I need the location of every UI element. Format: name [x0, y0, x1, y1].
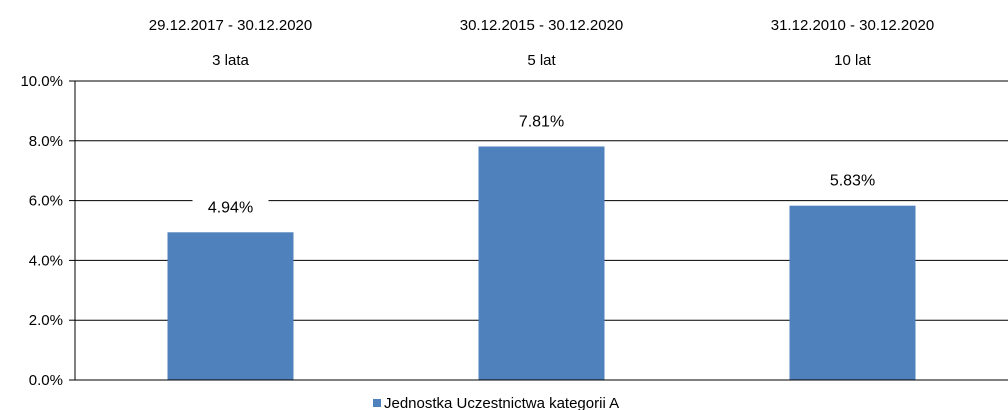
category-range-label: 30.12.2015 - 30.12.2020	[460, 17, 623, 34]
y-tick-label: 0.0%	[29, 372, 63, 389]
axes	[69, 80, 1008, 381]
legend: Jednostka Uczestnictwa kategorii A	[373, 395, 619, 410]
y-tick-labels: 0.0% 2.0% 4.0% 6.0% 8.0% 10.0%	[20, 73, 63, 389]
data-label-background	[503, 109, 580, 132]
bar	[167, 232, 294, 380]
category-range-label: 31.12.2010 - 30.12.2020	[771, 17, 934, 34]
bar	[478, 146, 605, 380]
y-tick-label: 2.0%	[29, 312, 63, 329]
data-labels: 4.94% 7.81% 5.83%	[192, 109, 891, 218]
data-label-background	[814, 168, 891, 191]
data-label-background	[192, 195, 269, 218]
y-tick-label: 6.0%	[29, 193, 63, 210]
bar	[789, 205, 916, 380]
category-range-label: 29.12.2017 - 30.12.2020	[149, 17, 312, 34]
bars	[167, 146, 916, 380]
y-tick-label: 4.0%	[29, 252, 63, 269]
bar-value-label: 4.94%	[208, 199, 253, 216]
category-period-label: 3 lata	[212, 52, 249, 69]
category-labels: 29.12.2017 - 30.12.2020 3 lata 30.12.2015 …	[149, 17, 934, 69]
legend-swatch	[373, 399, 381, 407]
y-tick-label: 10.0%	[20, 73, 63, 90]
category-period-label: 10 lat	[834, 52, 872, 69]
category-period-label: 5 lat	[527, 52, 556, 69]
bar-value-label: 7.81%	[519, 113, 564, 130]
bar-value-label: 5.83%	[830, 173, 875, 190]
y-tick-label: 8.0%	[29, 133, 63, 150]
legend-label: Jednostka Uczestnictwa kategorii A	[384, 395, 619, 410]
